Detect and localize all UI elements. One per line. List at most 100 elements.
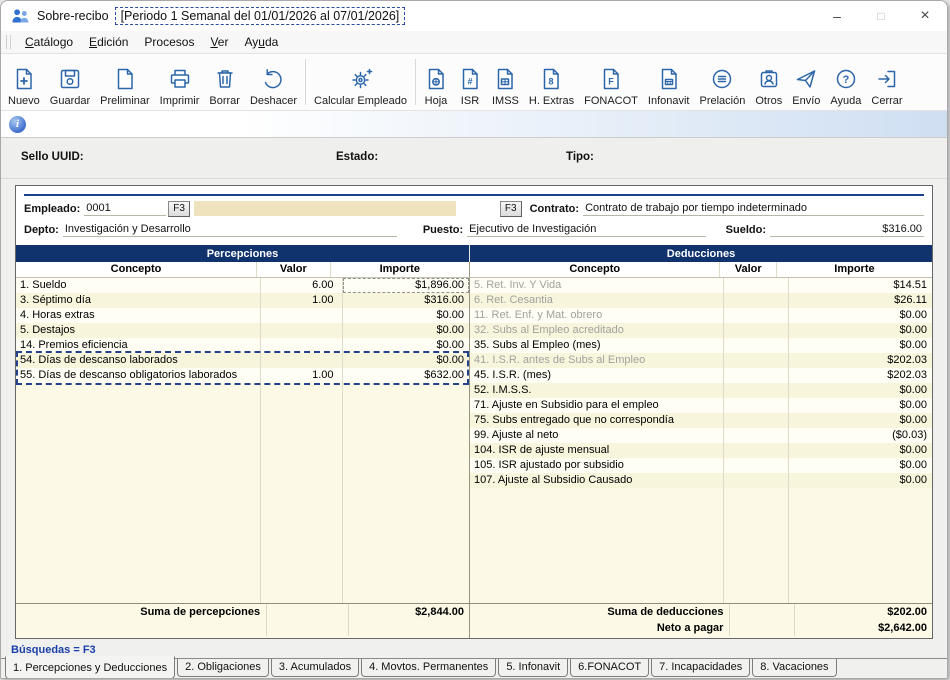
value-cell[interactable] [261, 353, 343, 368]
value-cell[interactable] [724, 293, 789, 308]
value-cell[interactable] [724, 338, 789, 353]
borrar-button[interactable]: Borrar [204, 54, 245, 110]
value-cell[interactable] [261, 323, 343, 338]
infonavit-button[interactable]: Infonavit [643, 54, 695, 110]
value-cell[interactable] [724, 353, 789, 368]
value-cell[interactable] [724, 413, 789, 428]
amount-cell[interactable]: $0.00 [436, 324, 464, 336]
tab-4-movtos-permanentes[interactable]: 4. Movtos. Permanentes [361, 659, 497, 677]
amount-cell[interactable]: ($0.03) [892, 429, 927, 441]
value-cell[interactable] [261, 308, 343, 323]
table-row[interactable]: 35. Subs al Empleo (mes) $0.00 [470, 338, 932, 353]
amount-cell[interactable]: $0.00 [436, 309, 464, 321]
amount-cell[interactable]: $0.00 [899, 384, 927, 396]
amount-cell[interactable]: $316.00 [424, 294, 464, 306]
amount-cell[interactable]: $0.00 [899, 339, 927, 351]
value-cell[interactable]: 1.00 [261, 368, 343, 383]
tab-8-vacaciones[interactable]: 8. Vacaciones [752, 659, 837, 677]
menu-ayuda[interactable]: Ayuda [244, 35, 279, 49]
table-row[interactable]: 75. Subs entregado que no correspondía $0… [470, 413, 932, 428]
fonacot-button[interactable]: F FONACOT [579, 54, 643, 110]
table-row[interactable]: 32. Subs al Empleo acreditado $0.00 [470, 323, 932, 338]
table-row[interactable]: 107. Ajuste al Subsidio Causado $0.00 [470, 473, 932, 488]
amount-cell[interactable]: $0.00 [436, 354, 464, 366]
value-cell[interactable] [724, 458, 789, 473]
value-cell[interactable] [724, 368, 789, 383]
table-row[interactable]: 55. Días de descanso obligatorios labora… [16, 368, 469, 383]
table-row[interactable]: 52. I.M.S.S. $0.00 [470, 383, 932, 398]
table-row[interactable]: 1. Sueldo 6.00 $1,896.00 [16, 278, 469, 293]
amount-cell[interactable]: $0.00 [899, 399, 927, 411]
value-cell[interactable] [724, 398, 789, 413]
tab-5-infonavit[interactable]: 5. Infonavit [498, 659, 569, 677]
tab-3-acumulados[interactable]: 3. Acumulados [270, 659, 360, 677]
table-row[interactable]: 6. Ret. Cesantia $26.11 [470, 293, 932, 308]
preliminar-button[interactable]: Preliminar [95, 54, 155, 110]
depto-value[interactable]: Investigación y Desarrollo [62, 223, 397, 237]
hoja-button[interactable]: Hoja [419, 54, 453, 110]
amount-cell[interactable]: $0.00 [899, 309, 927, 321]
table-row[interactable]: 71. Ajuste en Subsidio para el empleo $0.… [470, 398, 932, 413]
calcular-empleado-button[interactable]: Calcular Empleado [309, 54, 412, 110]
value-cell[interactable] [724, 443, 789, 458]
value-cell[interactable] [724, 428, 789, 443]
table-row[interactable]: 5. Ret. Inv. Y Vida $14.51 [470, 278, 932, 293]
otros-button[interactable]: Otros [750, 54, 787, 110]
value-cell[interactable] [261, 338, 343, 353]
menu-procesos[interactable]: Procesos [144, 35, 195, 49]
value-cell[interactable] [724, 383, 789, 398]
amount-cell[interactable]: $14.51 [893, 279, 927, 291]
value-cell[interactable] [724, 473, 789, 488]
amount-cell[interactable]: $632.00 [424, 369, 464, 381]
empleado-f3-button[interactable]: F3 [168, 200, 190, 217]
amount-cell[interactable]: $0.00 [899, 459, 927, 471]
value-cell[interactable] [724, 278, 789, 293]
empleado-name-field[interactable] [193, 201, 456, 216]
amount-cell[interactable]: $0.00 [899, 444, 927, 456]
table-row[interactable]: 5. Destajos $0.00 [16, 323, 469, 338]
table-row[interactable]: 99. Ajuste al neto ($0.03) [470, 428, 932, 443]
amount-cell[interactable]: $202.03 [887, 369, 927, 381]
table-row[interactable]: 11. Ret. Enf. y Mat. obrero $0.00 [470, 308, 932, 323]
menu-edici-n[interactable]: Edición [89, 35, 129, 49]
contrato-f3-button[interactable]: F3 [499, 200, 522, 217]
table-row[interactable]: 54. Días de descanso laborados $0.00 [16, 353, 469, 368]
empleado-number-field[interactable]: 0001 [84, 202, 167, 216]
tab-2-obligaciones[interactable]: 2. Obligaciones [177, 659, 269, 677]
tab-1-percepciones-y-deducciones[interactable]: 1. Percepciones y Deducciones [5, 656, 176, 678]
ayuda-button[interactable]: ? Ayuda [825, 54, 866, 110]
tab-7-incapacidades[interactable]: 7. Incapacidades [651, 659, 751, 677]
value-cell[interactable] [724, 308, 789, 323]
value-cell[interactable]: 1.00 [261, 293, 343, 308]
h-extras-button[interactable]: 8 H. Extras [524, 54, 579, 110]
menu-cat-logo[interactable]: Catálogo [25, 35, 74, 49]
guardar-button[interactable]: Guardar [45, 54, 95, 110]
amount-cell[interactable]: $0.00 [436, 339, 464, 351]
maximize-button[interactable]: □ [877, 9, 885, 23]
table-row[interactable]: 41. I.S.R. antes de Subs al Empleo $202.0… [470, 353, 932, 368]
contrato-value[interactable]: Contrato de trabajo por tiempo indetermi… [583, 202, 924, 216]
amount-cell[interactable]: $26.11 [894, 294, 927, 306]
amount-cell[interactable]: $0.00 [899, 414, 927, 426]
env-o-button[interactable]: Envío [787, 54, 825, 110]
close-button[interactable]: × [920, 7, 930, 24]
table-row[interactable]: 104. ISR de ajuste mensual $0.00 [470, 443, 932, 458]
puesto-value[interactable]: Ejecutivo de Investigación [467, 223, 706, 237]
table-row[interactable]: 45. I.S.R. (mes) $202.03 [470, 368, 932, 383]
table-row[interactable]: 14. Premios eficiencia $0.00 [16, 338, 469, 353]
table-row[interactable]: 4. Horas extras $0.00 [16, 308, 469, 323]
isr-button[interactable]: # ISR [453, 54, 487, 110]
info-icon[interactable]: i [9, 115, 26, 133]
deshacer-button[interactable]: Deshacer [245, 54, 302, 110]
cerrar-button[interactable]: Cerrar [866, 54, 907, 110]
sueldo-value[interactable]: $316.00 [770, 223, 924, 237]
prelaci-n-button[interactable]: Prelación [694, 54, 750, 110]
imprimir-button[interactable]: Imprimir [155, 54, 205, 110]
table-row[interactable]: 105. ISR ajustado por subsidio $0.00 [470, 458, 932, 473]
amount-cell[interactable]: $202.03 [887, 354, 927, 366]
amount-cell[interactable]: $0.00 [899, 324, 927, 336]
amount-cell[interactable]: $0.00 [899, 474, 927, 486]
nuevo-button[interactable]: Nuevo [3, 54, 45, 110]
value-cell[interactable] [724, 323, 789, 338]
amount-cell[interactable]: $1,896.00 [342, 278, 469, 293]
